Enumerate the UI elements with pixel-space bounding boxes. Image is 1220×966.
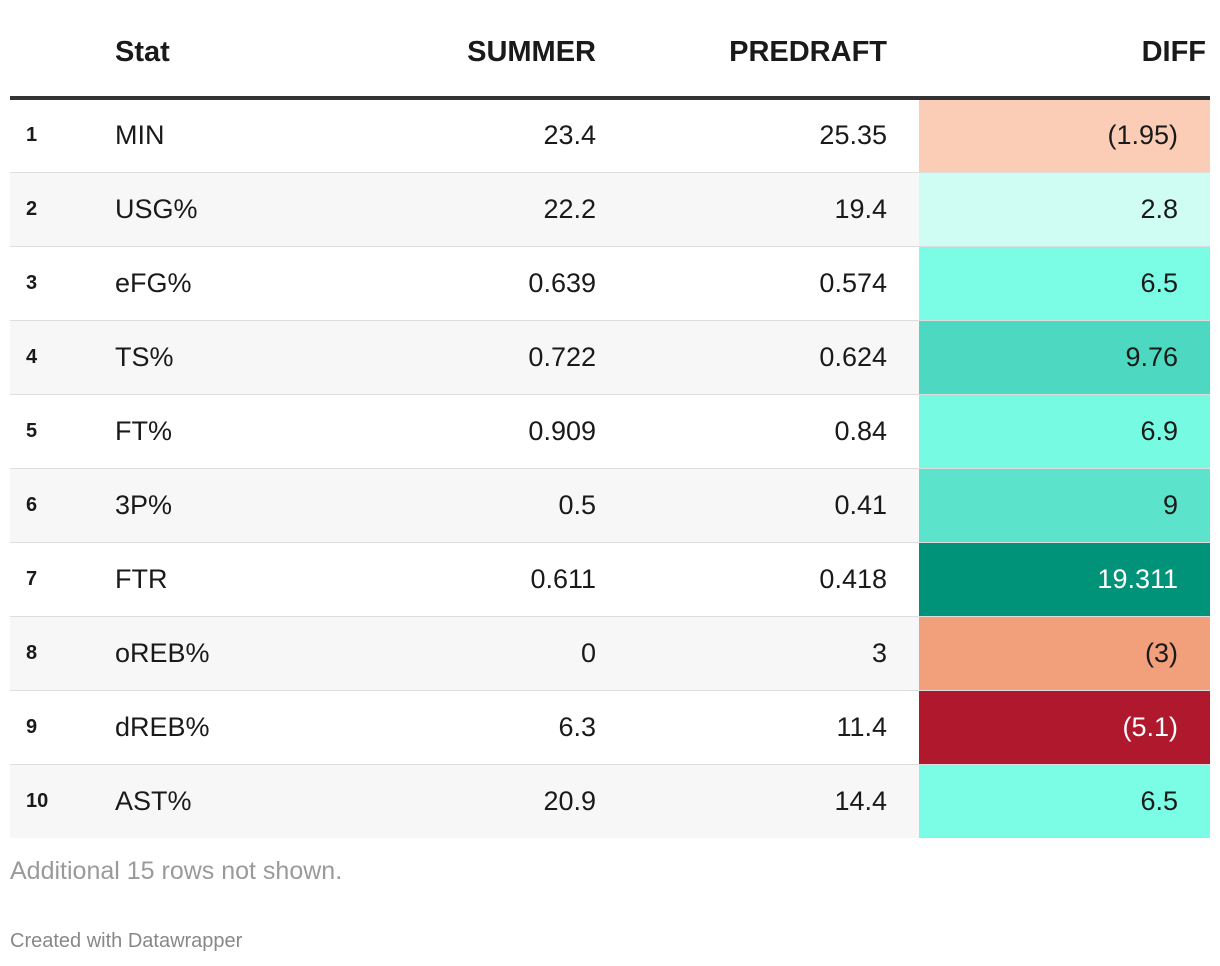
diff-value-cell: (3) [919, 616, 1210, 691]
table-header: Stat SUMMER PREDRAFT DIFF [10, 0, 1210, 100]
row-number-cell: 1 [10, 98, 115, 173]
summer-value-cell: 22.2 [305, 172, 598, 247]
header-diff: DIFF [919, 0, 1210, 100]
diff-value-cell: 9 [919, 468, 1210, 543]
summer-value-cell: 20.9 [305, 764, 598, 838]
stat-name-cell: FT% [115, 394, 305, 469]
diff-value-cell: 6.9 [919, 394, 1210, 469]
predraft-value-cell: 0.418 [598, 542, 919, 617]
table-body: 1 MIN 23.4 25.35 (1.95) 2 USG% 22.2 19.4 2.8 3 eFG%… [10, 98, 1210, 838]
diff-value-cell: 6.5 [919, 246, 1210, 321]
table-row: 3 eFG% 0.639 0.574 6.5 [10, 246, 1210, 321]
row-number-cell: 2 [10, 172, 115, 247]
row-number-cell: 9 [10, 690, 115, 765]
header-stat: Stat [115, 0, 305, 100]
diff-value-cell: 2.8 [919, 172, 1210, 247]
diff-value-cell: 19.311 [919, 542, 1210, 617]
summer-value-cell: 6.3 [305, 690, 598, 765]
header-row-number [10, 0, 115, 100]
predraft-value-cell: 19.4 [598, 172, 919, 247]
predraft-value-cell: 0.624 [598, 320, 919, 395]
stat-name-cell: USG% [115, 172, 305, 247]
stat-name-cell: AST% [115, 764, 305, 838]
summer-value-cell: 0.722 [305, 320, 598, 395]
predraft-value-cell: 11.4 [598, 690, 919, 765]
summer-value-cell: 0.5 [305, 468, 598, 543]
diff-value-cell: 6.5 [919, 764, 1210, 838]
table-row: 1 MIN 23.4 25.35 (1.95) [10, 98, 1210, 173]
summer-value-cell: 0 [305, 616, 598, 691]
diff-value-cell: (1.95) [919, 98, 1210, 173]
predraft-value-cell: 0.41 [598, 468, 919, 543]
row-number-cell: 5 [10, 394, 115, 469]
row-number-cell: 8 [10, 616, 115, 691]
table-row: 6 3P% 0.5 0.41 9 [10, 468, 1210, 543]
stat-name-cell: oREB% [115, 616, 305, 691]
summer-value-cell: 0.909 [305, 394, 598, 469]
table-row: 10 AST% 20.9 14.4 6.5 [10, 764, 1210, 838]
row-number-cell: 7 [10, 542, 115, 617]
rows-not-shown-note: Additional 15 rows not shown. [10, 857, 343, 885]
row-number-cell: 3 [10, 246, 115, 321]
table-row: 7 FTR 0.611 0.418 19.311 [10, 542, 1210, 617]
stat-name-cell: dREB% [115, 690, 305, 765]
header-row: Stat SUMMER PREDRAFT DIFF [10, 0, 1210, 100]
stats-table: Stat SUMMER PREDRAFT DIFF 1 MIN 23.4 25.35(… [10, 0, 1210, 838]
stat-name-cell: FTR [115, 542, 305, 617]
row-number-cell: 6 [10, 468, 115, 543]
header-summer: SUMMER [305, 0, 598, 100]
stat-name-cell: 3P% [115, 468, 305, 543]
predraft-value-cell: 14.4 [598, 764, 919, 838]
diff-value-cell: 9.76 [919, 320, 1210, 395]
stat-name-cell: eFG% [115, 246, 305, 321]
diff-value-cell: (5.1) [919, 690, 1210, 765]
row-number-cell: 4 [10, 320, 115, 395]
summer-value-cell: 23.4 [305, 98, 598, 173]
header-predraft: PREDRAFT [598, 0, 919, 100]
table-row: 4 TS% 0.722 0.624 9.76 [10, 320, 1210, 395]
summer-value-cell: 0.639 [305, 246, 598, 321]
table-row: 2 USG% 22.2 19.4 2.8 [10, 172, 1210, 247]
summer-value-cell: 0.611 [305, 542, 598, 617]
predraft-value-cell: 0.84 [598, 394, 919, 469]
datawrapper-credit: Created with Datawrapper [10, 930, 243, 952]
stat-name-cell: MIN [115, 98, 305, 173]
table-row: 5 FT% 0.909 0.84 6.9 [10, 394, 1210, 469]
table-row: 8 oREB% 0 3 (3) [10, 616, 1210, 691]
stat-name-cell: TS% [115, 320, 305, 395]
table-row: 9 dREB% 6.3 11.4 (5.1) [10, 690, 1210, 765]
predraft-value-cell: 0.574 [598, 246, 919, 321]
row-number-cell: 10 [10, 764, 115, 838]
predraft-value-cell: 25.35 [598, 98, 919, 173]
predraft-value-cell: 3 [598, 616, 919, 691]
data-table-wrapper: Stat SUMMER PREDRAFT DIFF 1 MIN 23.4 25.35(… [10, 0, 1210, 838]
